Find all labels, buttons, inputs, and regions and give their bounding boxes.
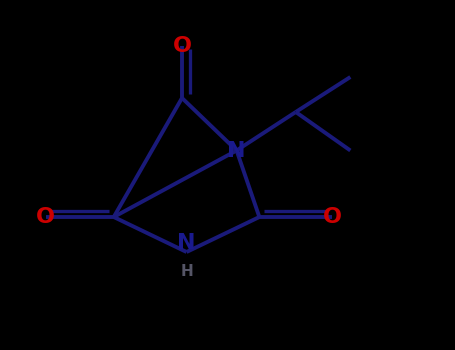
Text: O: O <box>323 207 342 227</box>
Text: H: H <box>180 264 193 279</box>
Text: O: O <box>172 35 192 56</box>
Text: N: N <box>177 233 196 253</box>
Text: N: N <box>228 140 246 161</box>
Text: O: O <box>36 207 55 227</box>
